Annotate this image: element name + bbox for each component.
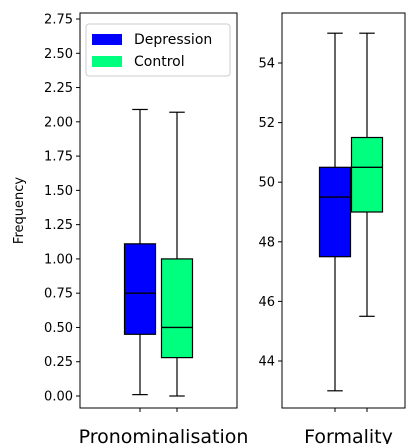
plot-frame bbox=[79, 12, 238, 409]
legend-label: Depression bbox=[134, 32, 212, 48]
y-tick-label: 2.75 bbox=[44, 13, 73, 28]
formality-panel: 44 46 48 50 52 54 Formality bbox=[258, 12, 406, 444]
box-depression bbox=[123, 243, 157, 335]
y-tick-label: 0.75 bbox=[44, 287, 73, 302]
legend-swatch-depression bbox=[92, 34, 122, 45]
y-axis-label: Frequency bbox=[12, 177, 27, 244]
y-tick-label: 0.00 bbox=[44, 390, 73, 405]
plot-frame bbox=[281, 12, 406, 409]
y-tick-label: 0.25 bbox=[44, 355, 73, 370]
x-axis-label: Pronominalisation bbox=[79, 426, 249, 444]
y-tick-label: 48 bbox=[258, 235, 275, 250]
y-tick-label: 2.00 bbox=[44, 115, 73, 130]
y-tick-label: 52 bbox=[258, 116, 275, 131]
y-tick-label: 2.25 bbox=[44, 81, 73, 96]
box-control bbox=[160, 258, 194, 359]
box-control bbox=[350, 136, 384, 213]
legend-label: Control bbox=[134, 54, 185, 70]
y-tick-label: 54 bbox=[258, 57, 275, 72]
y-tick-label: 1.00 bbox=[44, 252, 73, 267]
y-tick-label: 1.75 bbox=[44, 150, 73, 165]
box-depression bbox=[318, 166, 352, 258]
y-tick-label: 1.50 bbox=[44, 184, 73, 199]
x-axis-label: Formality bbox=[304, 426, 393, 444]
y-tick-label: 1.25 bbox=[44, 218, 73, 233]
y-tick-label: 50 bbox=[258, 176, 275, 191]
pronominalisation-panel: 0.00 0.25 0.50 0.75 1.00 1.25 1.50 1.75 2.00 2.25… bbox=[12, 12, 249, 444]
legend-swatch-control bbox=[92, 56, 122, 67]
y-tick-label: 2.50 bbox=[44, 47, 73, 62]
legend: Depression Control bbox=[85, 23, 231, 77]
y-tick-label: 0.50 bbox=[44, 321, 73, 336]
y-tick-label: 44 bbox=[258, 355, 275, 370]
y-tick-label: 46 bbox=[258, 295, 275, 310]
